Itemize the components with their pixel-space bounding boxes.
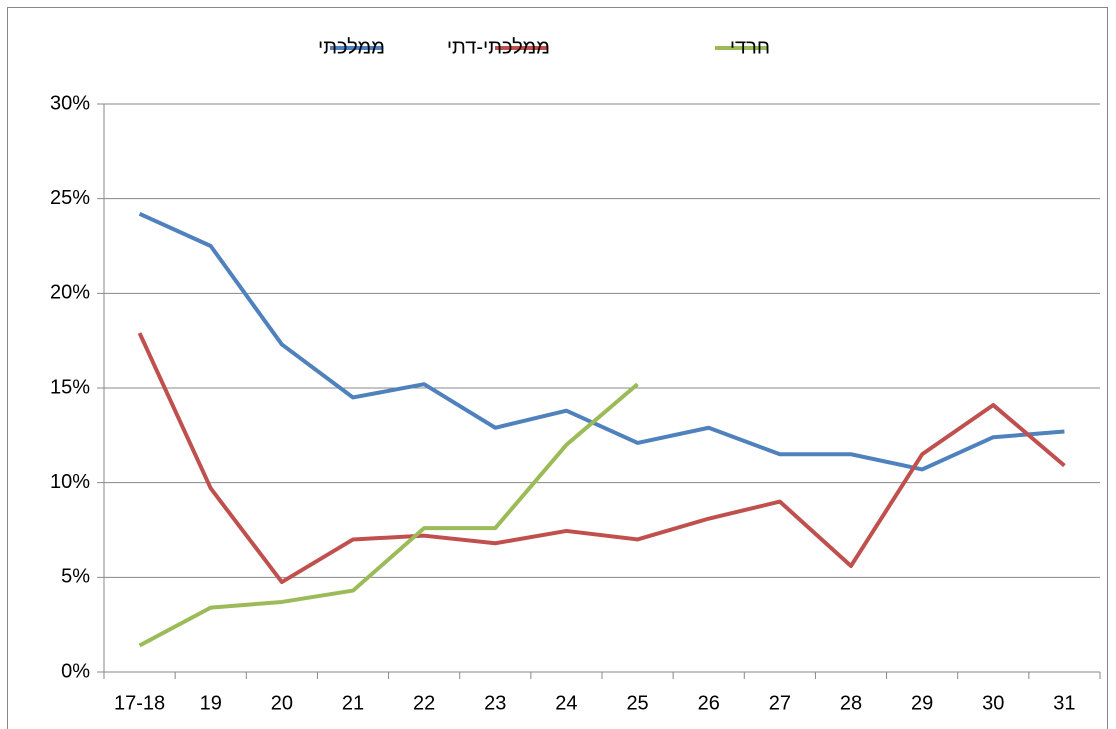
x-tick-label: 20 bbox=[271, 692, 293, 714]
series-line bbox=[138, 382, 639, 648]
legend-label: ממלכתי-דתי bbox=[447, 36, 550, 58]
y-tick-label: 5% bbox=[61, 566, 90, 588]
legend-label: ממלכתי bbox=[318, 36, 385, 58]
x-tick-label: 21 bbox=[342, 692, 364, 714]
y-tick-label: 0% bbox=[61, 660, 90, 682]
x-tick-label: 30 bbox=[982, 692, 1004, 714]
x-tick-label: 28 bbox=[840, 692, 862, 714]
x-tick-label: 27 bbox=[769, 692, 791, 714]
y-tick-label: 15% bbox=[50, 376, 90, 398]
x-tick-label: 31 bbox=[1053, 692, 1075, 714]
series-line bbox=[138, 211, 1065, 472]
y-tick-label: 10% bbox=[50, 471, 90, 493]
x-tick-label: 23 bbox=[484, 692, 506, 714]
x-tick-label: 24 bbox=[555, 692, 577, 714]
x-tick-label: 25 bbox=[626, 692, 648, 714]
x-tick-label: 29 bbox=[911, 692, 933, 714]
legend-label: חרדי bbox=[730, 36, 770, 58]
series-line bbox=[137, 332, 1066, 585]
x-tick-label: 19 bbox=[200, 692, 222, 714]
x-tick-label: 22 bbox=[413, 692, 435, 714]
x-tick-label: 26 bbox=[698, 692, 720, 714]
y-tick-label: 20% bbox=[50, 282, 90, 304]
chart-frame bbox=[7, 7, 1108, 729]
x-tick-label: 17-18 bbox=[114, 692, 165, 714]
y-tick-label: 30% bbox=[50, 92, 90, 114]
y-tick-label: 25% bbox=[50, 187, 90, 209]
